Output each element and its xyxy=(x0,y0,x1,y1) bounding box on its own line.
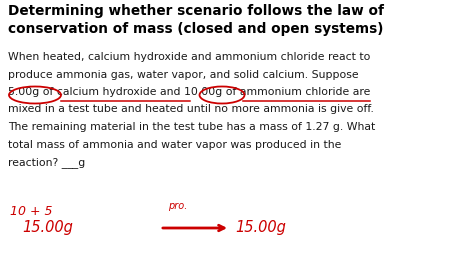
Text: 15.00g: 15.00g xyxy=(22,220,73,235)
Text: mixed in a test tube and heated until no more ammonia is give off.: mixed in a test tube and heated until no… xyxy=(8,105,374,114)
Text: 5.00g of calcium hydroxide and 10.00g of ammonium chloride are: 5.00g of calcium hydroxide and 10.00g of… xyxy=(8,87,370,97)
Text: conservation of mass (closed and open systems): conservation of mass (closed and open sy… xyxy=(8,22,383,36)
Text: When heated, calcium hydroxide and ammonium chloride react to: When heated, calcium hydroxide and ammon… xyxy=(8,52,370,62)
Text: 10 + 5: 10 + 5 xyxy=(10,205,53,218)
Text: 15.00g: 15.00g xyxy=(235,220,286,235)
Text: total mass of ammonia and water vapor was produced in the: total mass of ammonia and water vapor wa… xyxy=(8,139,341,149)
Text: produce ammonia gas, water vapor, and solid calcium. Suppose: produce ammonia gas, water vapor, and so… xyxy=(8,69,359,80)
Text: reaction? ___g: reaction? ___g xyxy=(8,157,85,168)
Text: pro.: pro. xyxy=(168,201,187,211)
Text: Determining whether scenario follows the law of: Determining whether scenario follows the… xyxy=(8,4,384,18)
Text: The remaining material in the test tube has a mass of 1.27 g. What: The remaining material in the test tube … xyxy=(8,122,375,132)
